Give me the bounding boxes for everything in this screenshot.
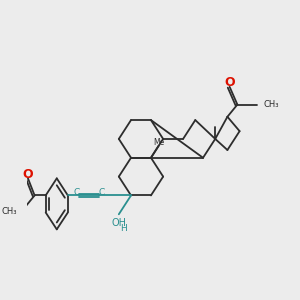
Text: C: C [98,188,105,196]
Text: H: H [120,224,127,232]
Text: CH₃: CH₃ [2,207,17,216]
Text: C: C [73,188,80,196]
Text: CH₃: CH₃ [263,100,279,109]
Text: O: O [224,76,235,89]
Text: O: O [22,168,33,181]
Text: Me: Me [153,138,164,147]
Text: OH: OH [111,218,126,228]
